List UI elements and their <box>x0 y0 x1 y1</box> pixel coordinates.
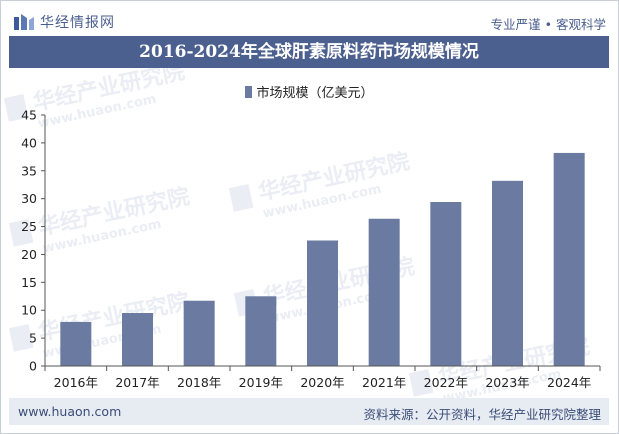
x-tick-label: 2019年 <box>239 375 283 390</box>
y-tick-label: 40 <box>21 135 37 150</box>
bars-group <box>60 152 585 366</box>
brand-logo-icon <box>14 14 34 30</box>
x-tick-label: 2022年 <box>424 375 468 390</box>
x-tick-label: 2020年 <box>300 375 344 390</box>
x-tick-label: 2024年 <box>547 375 591 390</box>
x-tick-label: 2023年 <box>485 375 529 390</box>
y-tick-label: 15 <box>21 275 37 290</box>
watermark-logo-icon <box>228 184 254 212</box>
watermark-logo-icon <box>3 94 29 122</box>
brand-name: 华经情报网 <box>40 15 115 31</box>
slogan: 专业严谨 • 客观科学 <box>490 17 606 32</box>
x-tick-label: 2021年 <box>362 375 406 390</box>
watermark-logo-icon <box>408 369 434 397</box>
bar-2018年 <box>183 300 215 366</box>
y-tick-label: 35 <box>21 163 37 178</box>
y-tick-label: 30 <box>21 191 37 206</box>
bar-2020年 <box>307 240 338 366</box>
bar-2023年 <box>492 180 523 366</box>
chart-legend: 市场规模（亿美元） <box>0 82 619 101</box>
legend-label: 市场规模（亿美元） <box>256 86 374 101</box>
bar-2016年 <box>60 321 92 366</box>
chart-title: 2016-2024年全球肝素原料药市场规模情况 <box>9 36 609 68</box>
legend-swatch <box>245 85 253 98</box>
footer-source: 资料来源：公开资料，华经产业研究院整理 <box>363 407 601 422</box>
bar-2019年 <box>245 296 277 366</box>
bar-2024年 <box>553 152 585 366</box>
y-tick-label: 0 <box>29 359 37 374</box>
watermark-logo-icon <box>8 324 34 352</box>
watermark-logo-icon <box>8 219 34 247</box>
header-bar: 华经情报网 专业严谨 • 客观科学 <box>10 9 610 33</box>
footer-url: www.huaon.com <box>18 404 122 419</box>
bar-2017年 <box>122 313 153 366</box>
y-tick-label: 5 <box>29 331 37 346</box>
y-tick-label: 20 <box>21 247 37 262</box>
y-tick-label: 45 <box>21 108 37 123</box>
bar-2022年 <box>430 202 462 366</box>
footer-bar: www.huaon.com 资料来源：公开资料，华经产业研究院整理 <box>9 398 609 425</box>
brand: 华经情报网 <box>14 12 115 32</box>
x-tick-label: 2018年 <box>177 375 221 390</box>
axes-group: 0 5 10 15 20 25 30 35 40 45 2016年 2017年 2018年 2019年 20… <box>21 108 601 390</box>
x-tick-label: 2016年 <box>54 375 98 390</box>
y-tick-label: 25 <box>21 219 37 234</box>
y-tick-label: 10 <box>21 303 37 318</box>
bar-2021年 <box>368 218 400 366</box>
x-tick-label: 2017年 <box>115 375 159 390</box>
